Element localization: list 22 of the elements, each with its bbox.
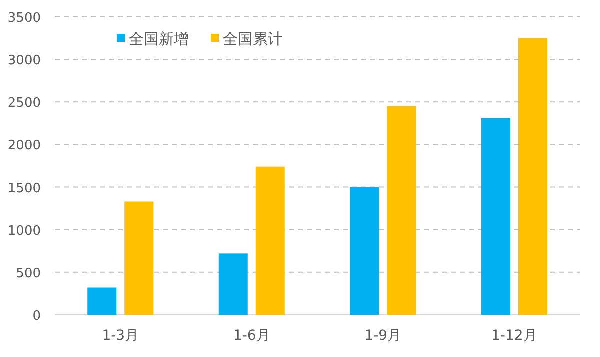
y-tick-label: 0 bbox=[32, 309, 41, 324]
bar bbox=[124, 202, 154, 315]
y-tick-label: 1500 bbox=[8, 181, 41, 196]
y-tick-label: 2000 bbox=[8, 138, 41, 154]
legend-label: 全国新增 bbox=[129, 30, 189, 48]
x-tick-label: 1-6月 bbox=[233, 328, 270, 344]
bar bbox=[481, 118, 510, 315]
bar bbox=[256, 166, 285, 315]
bar bbox=[518, 38, 548, 315]
bar bbox=[350, 187, 380, 315]
y-tick-label: 3500 bbox=[8, 11, 41, 26]
x-tick-label: 1-9月 bbox=[364, 328, 402, 344]
y-tick-label: 1000 bbox=[8, 224, 41, 239]
x-tick-label: 1-3月 bbox=[102, 328, 140, 344]
bar bbox=[218, 254, 248, 315]
legend-label: 全国累计 bbox=[223, 30, 283, 48]
y-tick-label: 500 bbox=[16, 266, 41, 282]
bar bbox=[88, 288, 117, 315]
x-tick-label: 1-12月 bbox=[491, 328, 538, 344]
bar bbox=[387, 106, 416, 315]
y-tick-label: 2500 bbox=[8, 96, 41, 112]
y-tick-label: 3000 bbox=[8, 54, 41, 69]
